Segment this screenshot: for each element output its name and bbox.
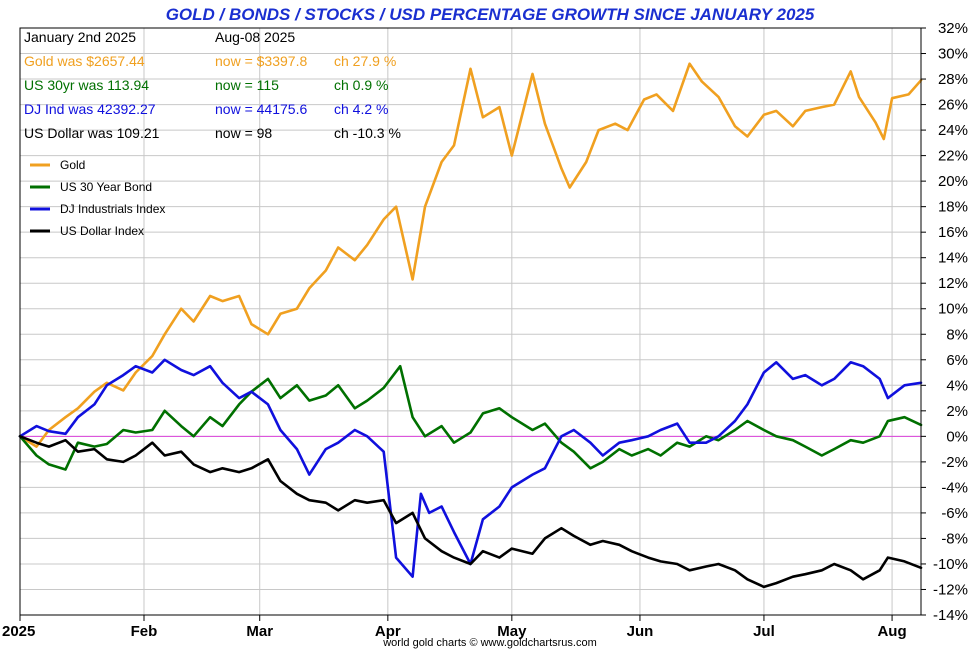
y-tick-label: 14% bbox=[938, 250, 968, 267]
y-axis: 32% 30% 28% 26% 24% 22% 20% 18% 16% 14% 12% 10% 8% 6%… bbox=[921, 20, 968, 624]
info-was-text: US 30yr was 113.94 bbox=[24, 77, 149, 93]
legend: Gold US 30 Year Bond DJ Industrials Index U… bbox=[30, 158, 165, 238]
y-tick-label: -4% bbox=[941, 479, 968, 496]
x-tick-label: Mar bbox=[246, 623, 273, 640]
series-layer bbox=[18, 62, 923, 589]
info-now-text: now = 44175.6 bbox=[215, 101, 307, 117]
info-ch-text: ch 4.2 % bbox=[334, 101, 388, 117]
info-ch-text: ch 0.9 % bbox=[334, 77, 388, 93]
info-was-text: DJ Ind was 42392.27 bbox=[24, 101, 156, 117]
y-tick-label: 30% bbox=[938, 46, 968, 63]
info-now-text: Aug-08 2025 bbox=[215, 29, 295, 45]
info-now-text: now = 98 bbox=[215, 125, 272, 141]
x-tick-label: Jun bbox=[627, 623, 654, 640]
credit-text: world gold charts © www.goldchartsrus.co… bbox=[382, 637, 597, 649]
series-line-gold bbox=[18, 62, 923, 448]
info-was-text: US Dollar was 109.21 bbox=[24, 125, 160, 141]
y-tick-label: 24% bbox=[938, 122, 968, 139]
y-tick-label: 12% bbox=[938, 275, 968, 292]
info-ch-text: ch -10.3 % bbox=[334, 125, 401, 141]
y-tick-label: -14% bbox=[933, 607, 968, 624]
y-tick-label: 10% bbox=[938, 301, 968, 318]
x-tick-label: Jul bbox=[753, 623, 775, 640]
legend-label: US 30 Year Bond bbox=[60, 180, 152, 194]
y-tick-label: 28% bbox=[938, 71, 968, 88]
y-tick-label: 18% bbox=[938, 199, 968, 216]
y-tick-label: 16% bbox=[938, 224, 968, 241]
legend-label: DJ Industrials Index bbox=[60, 202, 165, 216]
y-tick-label: 2% bbox=[946, 403, 968, 420]
y-tick-label: 20% bbox=[938, 173, 968, 190]
chart-title: GOLD / BONDS / STOCKS / USD PERCENTAGE G… bbox=[166, 5, 815, 24]
y-tick-label: 22% bbox=[938, 148, 968, 165]
info-now-text: now = 115 bbox=[215, 77, 279, 93]
grid-lines bbox=[20, 27, 921, 616]
legend-label: Gold bbox=[60, 158, 85, 172]
series-line-us-30-year-bond bbox=[18, 364, 923, 471]
y-tick-label: -12% bbox=[933, 581, 968, 598]
plot-frame bbox=[19, 27, 922, 616]
x-tick-label: May bbox=[497, 623, 527, 640]
y-tick-label: 4% bbox=[946, 377, 968, 394]
y-tick-label: -10% bbox=[933, 556, 968, 573]
x-tick-label: Apr bbox=[375, 623, 401, 640]
info-table: January 2nd 2025 Aug-08 2025 Gold was $265… bbox=[24, 29, 401, 141]
y-tick-label: 6% bbox=[946, 352, 968, 369]
y-tick-label: -6% bbox=[941, 505, 968, 522]
x-tick-label: 2025 bbox=[2, 623, 35, 640]
series-line-dj-industrials-index bbox=[18, 358, 923, 579]
y-tick-label: 26% bbox=[938, 97, 968, 114]
series-line-us-dollar-index bbox=[18, 434, 923, 589]
info-now-text: now = $3397.8 bbox=[215, 53, 307, 69]
x-axis: 2025 Feb Mar Apr May Jun Jul Aug bbox=[2, 615, 907, 640]
legend-label: US Dollar Index bbox=[60, 224, 144, 238]
y-tick-label: 0% bbox=[946, 428, 968, 445]
y-tick-label: 8% bbox=[946, 326, 968, 343]
x-tick-label: Aug bbox=[877, 623, 906, 640]
y-tick-label: -8% bbox=[941, 530, 968, 547]
y-tick-label: 32% bbox=[938, 20, 968, 37]
info-was-text: January 2nd 2025 bbox=[24, 29, 136, 45]
x-tick-label: Feb bbox=[131, 623, 158, 640]
y-tick-label: -2% bbox=[941, 454, 968, 471]
info-was-text: Gold was $2657.44 bbox=[24, 53, 145, 69]
info-ch-text: ch 27.9 % bbox=[334, 53, 396, 69]
